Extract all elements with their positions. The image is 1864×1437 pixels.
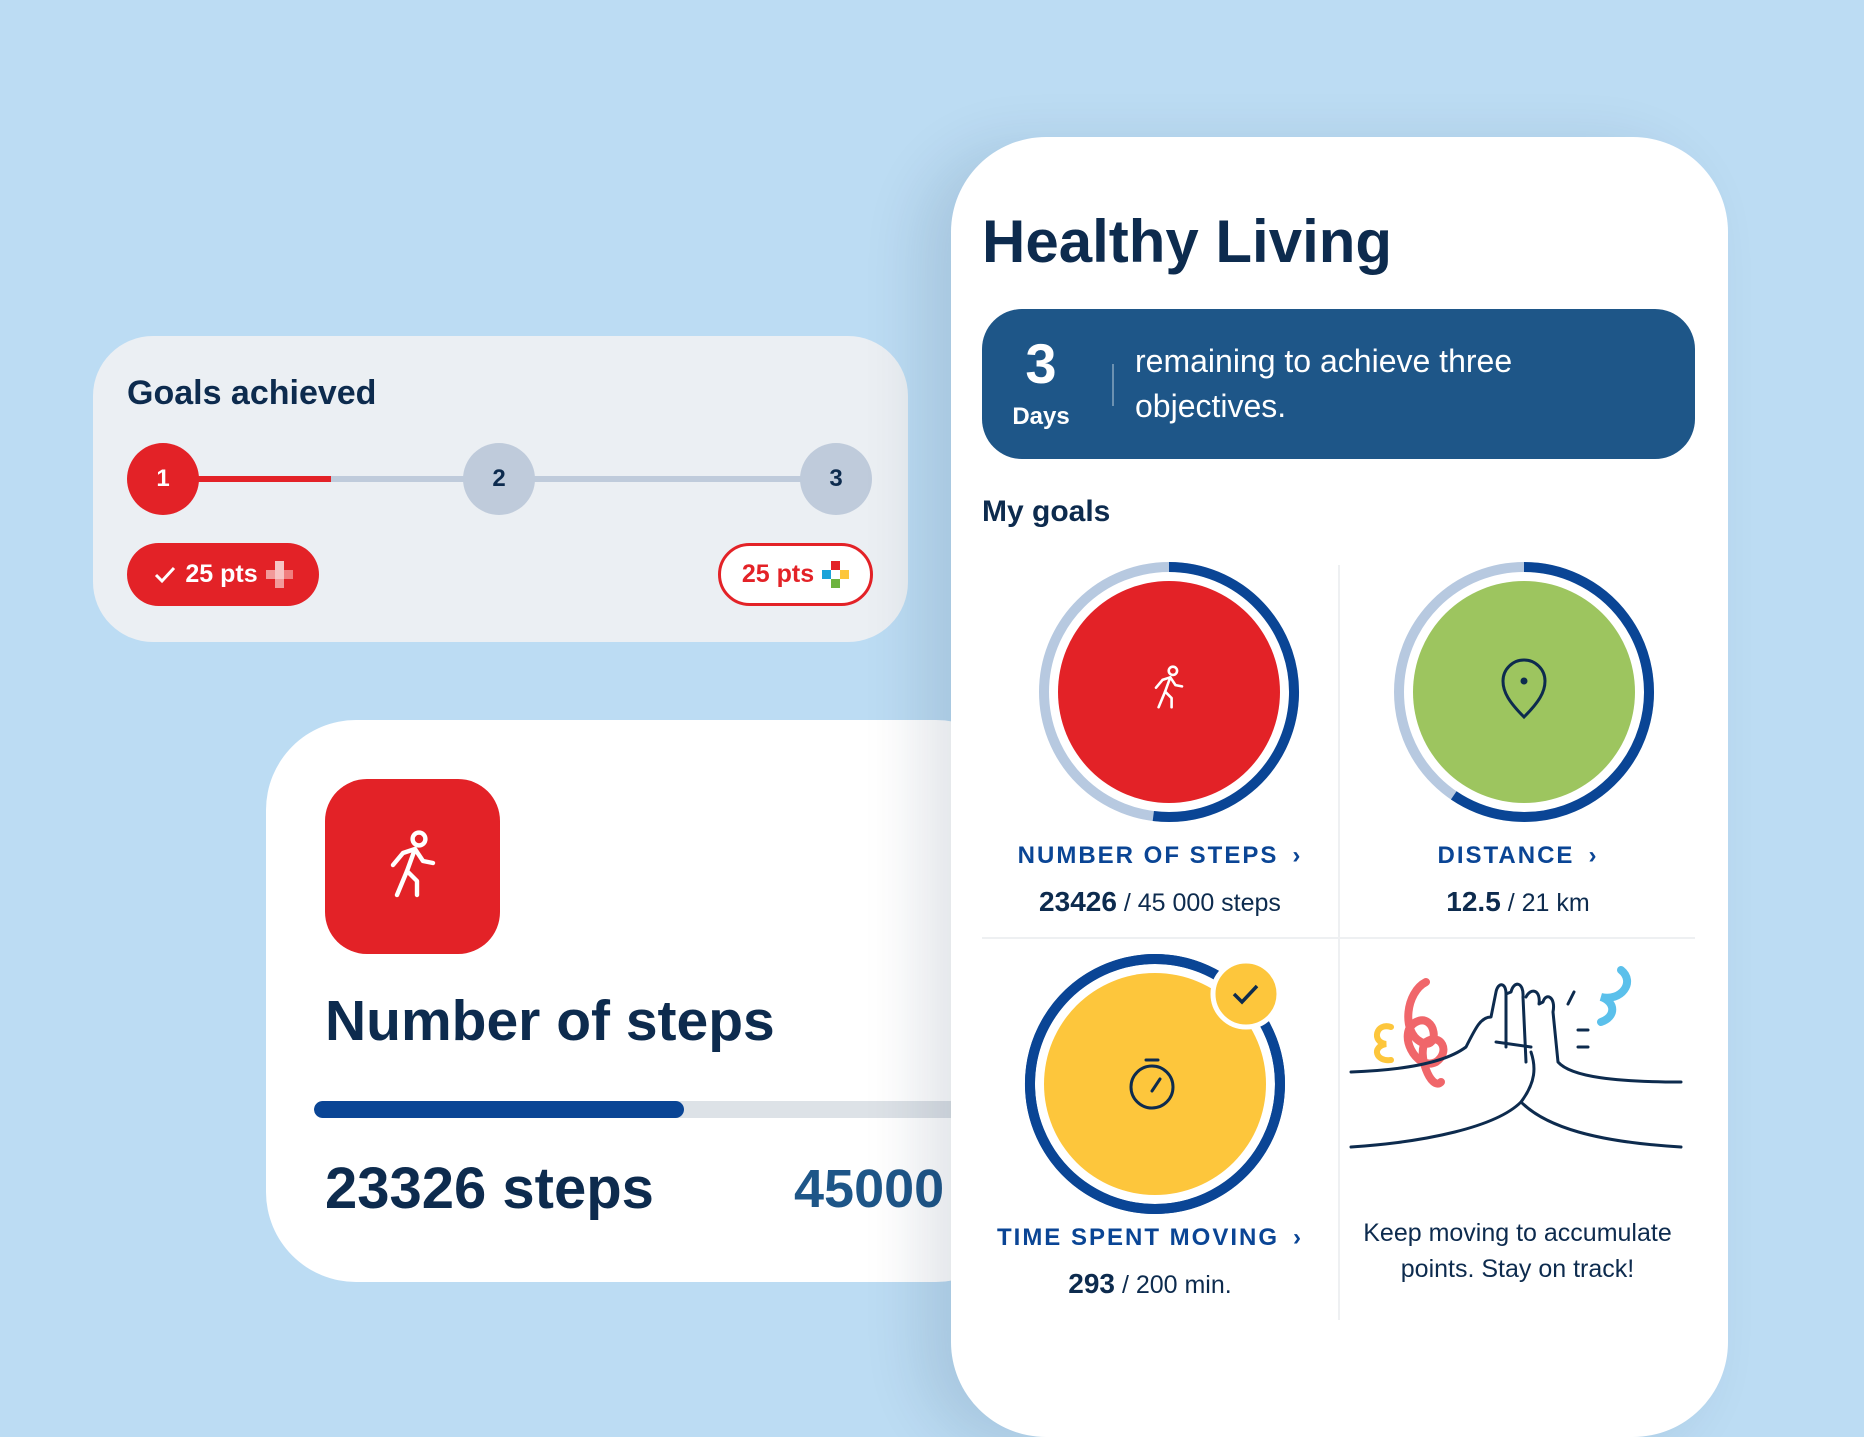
points-plus-icon	[265, 561, 293, 588]
goal-label[interactable]: NUMBER OF STEPS ›	[982, 842, 1338, 870]
check-icon	[155, 566, 176, 583]
ring-fill	[1413, 581, 1635, 803]
reward-pending-label: 25 pts	[741, 560, 815, 588]
goal-target: / 45 000 steps	[1123, 889, 1281, 917]
banner-divider	[1112, 364, 1114, 406]
time-progress-ring	[1024, 954, 1285, 1214]
goal-label-text: TIME SPENT MOVING	[996, 1224, 1279, 1251]
ring-progress-arc	[1152, 562, 1300, 822]
goal-target: / 21 km	[1507, 889, 1590, 917]
high-five-illustration	[1349, 966, 1683, 1149]
steps-goal-value: 45000	[794, 1159, 945, 1219]
goals-achieved-card: Goals achieved 1 2 3 25 pts 25 pts	[93, 336, 908, 642]
chevron-right-icon: ›	[1293, 1224, 1303, 1251]
reward-earned-label: 25 pts	[185, 560, 258, 588]
steps-progress-ring	[1039, 562, 1300, 822]
ring-progress-arc	[1450, 562, 1654, 822]
goal-label[interactable]: TIME SPENT MOVING ›	[972, 1224, 1328, 1252]
steps-current-value: 23326 steps	[325, 1156, 654, 1221]
points-plus-icon	[822, 561, 850, 588]
goal-value: 293 / 200 min.	[972, 1268, 1328, 1300]
reward-earned-badge[interactable]: 25 pts	[127, 543, 319, 606]
grid-divider-horizontal	[982, 937, 1695, 939]
goal-value: 12.5 / 21 km	[1340, 886, 1696, 918]
grid-divider-vertical	[1338, 565, 1340, 1320]
goal-step-1[interactable]: 1	[127, 443, 199, 515]
days-remaining-unit: Days	[1012, 403, 1070, 430]
steps-title: Number of steps	[325, 989, 775, 1053]
goal-value: 23426 / 45 000 steps	[982, 886, 1338, 918]
walking-person-icon	[1154, 665, 1184, 709]
page-title: Healthy Living	[982, 208, 1393, 275]
goal-step-3[interactable]: 3	[800, 443, 872, 515]
healthy-living-screen: Healthy Living 3 Days remaining to achie…	[951, 137, 1728, 1437]
distance-progress-ring	[1394, 562, 1654, 822]
days-remaining-number: 3	[1025, 332, 1057, 395]
goal-current: 293	[1068, 1268, 1115, 1299]
goals-achieved-title: Goals achieved	[127, 374, 377, 412]
days-remaining-banner: 3 Days remaining to achieve three object…	[982, 309, 1695, 459]
reward-pending-badge[interactable]: 25 pts	[718, 543, 873, 606]
goals-progress-fill	[163, 476, 332, 482]
goal-label[interactable]: DISTANCE ›	[1340, 842, 1696, 870]
goal-label-text: NUMBER OF STEPS	[1017, 842, 1279, 869]
steps-progress-bar	[314, 1101, 1026, 1118]
walking-person-icon	[390, 829, 435, 897]
goal-steps[interactable]: NUMBER OF STEPS › 23426 / 45 000 steps	[982, 557, 1338, 937]
chevron-right-icon: ›	[1588, 842, 1599, 869]
goal-current: 12.5	[1446, 886, 1501, 917]
steps-icon-tile	[325, 779, 500, 954]
goal-label-text: DISTANCE	[1437, 842, 1575, 869]
goal-time-moving[interactable]: TIME SPENT MOVING › 293 / 200 min.	[982, 949, 1338, 1329]
days-remaining-text: remaining to achieve three objectives.	[1135, 343, 1513, 424]
map-pin-icon	[1501, 658, 1547, 720]
motivation-text: Keep moving to accumulate points. Stay o…	[1363, 1219, 1672, 1283]
goal-current: 23426	[1039, 886, 1117, 917]
steps-progress-fill	[314, 1101, 685, 1118]
ring-fill	[1058, 581, 1280, 803]
my-goals-heading: My goals	[982, 495, 1111, 528]
goal-target: / 200 min.	[1121, 1271, 1232, 1299]
chevron-right-icon: ›	[1292, 842, 1303, 869]
steps-detail-card: Number of steps 23326 steps 45000	[266, 720, 1026, 1282]
goal-step-2[interactable]: 2	[463, 443, 535, 515]
completed-check-icon	[1210, 958, 1282, 1030]
stopwatch-icon	[1129, 1058, 1175, 1110]
goal-distance[interactable]: DISTANCE › 12.5 / 21 km	[1340, 557, 1696, 937]
